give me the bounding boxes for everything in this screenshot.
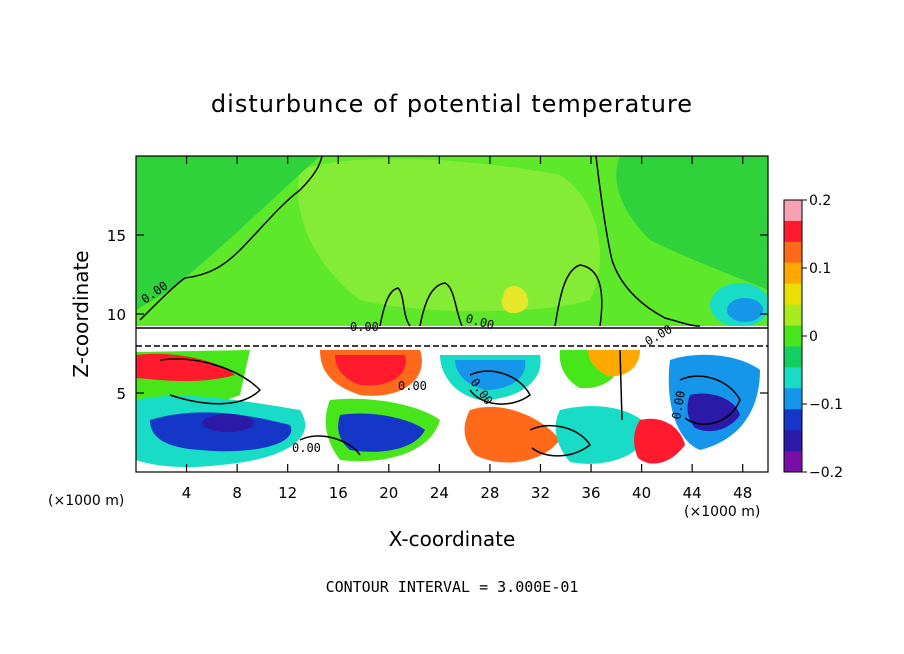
contour-lower-1: [159, 358, 262, 405]
field-blue-core: [727, 298, 763, 322]
field-dark-green-left: [136, 156, 320, 310]
colorbar-swatch: [784, 200, 802, 222]
field-lower-blue-center: [455, 360, 526, 390]
field-lower-red-mid: [335, 355, 406, 386]
x-axis: 4 8 12 16 20 24 28 32 36 40 44 48: [182, 156, 752, 502]
colorbar-swatch: [784, 346, 802, 368]
x-tick-label: 4: [182, 484, 192, 502]
colorbar-tick-label: 0.2: [809, 193, 831, 209]
contour-label: 0.00: [350, 320, 379, 334]
x-tick-label: 32: [531, 484, 550, 502]
y-axis: 5 10 15: [107, 227, 768, 403]
colorbar: 0.2 0.1 0 −0.1 −0.2: [783, 193, 843, 481]
contour-lower-5: [679, 375, 741, 425]
colorbar-swatch: [784, 409, 802, 431]
contour-zero-bump2: [419, 282, 463, 327]
x-tick-label: 48: [733, 484, 752, 502]
field-light-green-blob: [298, 158, 600, 312]
contour-zero-upper: [139, 156, 323, 321]
contour-label: 0.00: [669, 390, 688, 421]
field-lower-purple: [202, 414, 254, 432]
contour-interval-footer: CONTOUR INTERVAL = 3.000E-01: [326, 578, 579, 596]
x-tick-label: 40: [632, 484, 651, 502]
x-axis-unit-right: (×1000 m): [684, 504, 760, 520]
field-lower-red-center: [464, 406, 560, 463]
x-tick-label: 36: [581, 484, 600, 502]
colorbar-swatch: [784, 283, 802, 306]
heatmap-field: [136, 156, 768, 472]
contour-lines: [136, 156, 768, 457]
field-lower-purple-right: [687, 393, 740, 432]
colorbar-swatch: [784, 325, 802, 347]
contour-lower-4: [619, 349, 623, 421]
x-tick-label: 16: [329, 484, 348, 502]
colorbar-tick-label: 0: [809, 329, 818, 345]
contour-lower-6: [529, 424, 591, 457]
x-axis-label: X-coordinate: [389, 527, 516, 551]
contour-zero-bump3: [554, 264, 603, 327]
x-tick-label: 24: [430, 484, 449, 502]
contour-lower-3: [469, 370, 531, 405]
x-tick-label: 8: [232, 484, 242, 502]
colorbar-swatch: [784, 220, 802, 243]
contour-zero-bump1: [379, 287, 411, 327]
field-dark-green-right: [616, 156, 768, 290]
contour-label: 0.00: [292, 441, 321, 455]
y-axis-label: Z-coordinate: [69, 250, 93, 377]
field-lower-cyan-right: [555, 406, 650, 464]
colorbar-swatch: [784, 430, 802, 452]
colorbar-swatch: [784, 367, 802, 389]
field-lower-blue-mid: [338, 413, 425, 452]
x-tick-label: 44: [683, 484, 702, 502]
y-tick-label: 5: [116, 385, 126, 403]
colorbar-swatch: [784, 304, 802, 327]
y-tick-label: 10: [107, 306, 126, 324]
field-lower-red-right: [634, 418, 685, 464]
colorbar-tick-label: −0.1: [809, 397, 843, 413]
chart-title: disturbunce of potential temperature: [211, 90, 693, 118]
x-tick-label: 12: [278, 484, 297, 502]
colorbar-tick-label: 0.1: [809, 261, 831, 277]
contour-label: 0.00: [398, 379, 427, 393]
colorbar-swatch: [784, 262, 802, 285]
colorbar-swatch: [784, 388, 802, 410]
colorbar-swatch: [784, 241, 802, 264]
colorbar-tick-label: −0.2: [809, 465, 843, 481]
x-axis-unit-left: (×1000 m): [48, 493, 124, 509]
colorbar-swatch: [784, 451, 802, 473]
x-tick-label: 28: [480, 484, 499, 502]
x-tick-label: 20: [379, 484, 398, 502]
field-yellow-spot: [501, 285, 529, 314]
y-tick-label: 15: [107, 227, 126, 245]
field-lower-blue: [150, 412, 292, 452]
field-lower-orange-right: [588, 350, 640, 377]
contour-zero-right: [595, 156, 701, 327]
field-white-band: [136, 326, 768, 348]
contour-lower-2: [299, 435, 361, 456]
